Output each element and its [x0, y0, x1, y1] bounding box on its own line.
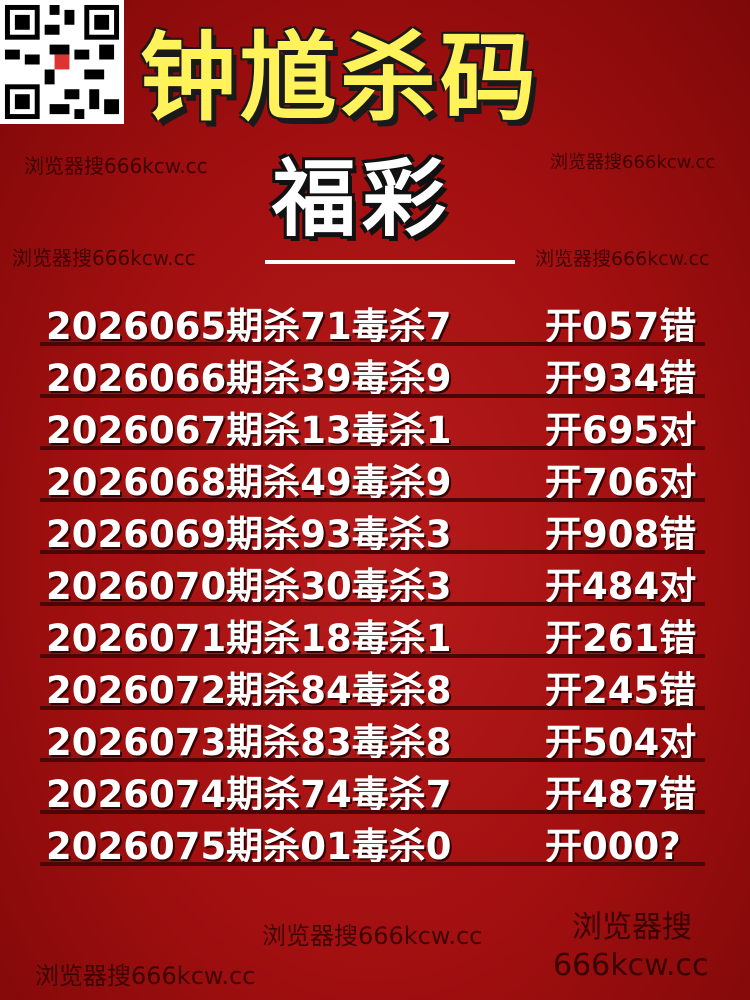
row-divider [40, 758, 705, 762]
watermark: 浏览器搜666kcw.cc [535, 248, 710, 270]
row-divider [40, 862, 705, 866]
row: 2026069期杀93毒杀3 开908错 [40, 504, 705, 556]
row-issue: 2026071期杀18毒杀1 [46, 617, 452, 660]
row: 2026065期杀71毒杀7 开057错 [40, 296, 705, 348]
watermark: 浏览器搜666kcw.cc [24, 154, 208, 178]
row: 2026067期杀13毒杀1 开695对 [40, 400, 705, 452]
row: 2026071期杀18毒杀1 开261错 [40, 608, 705, 660]
row: 2026074期杀74毒杀7 开487错 [40, 764, 705, 816]
row-result: 开706对 [545, 461, 697, 504]
row: 2026066期杀39毒杀9 开934错 [40, 348, 705, 400]
watermark: 浏览器搜666kcw.cc [12, 246, 196, 270]
subtitle: 福彩 [272, 150, 453, 248]
row-issue: 2026066期杀39毒杀9 [46, 357, 452, 400]
watermark: 浏览器搜666kcw.cc [262, 922, 483, 950]
row-divider [40, 342, 705, 346]
row-result: 开484对 [545, 565, 697, 608]
row-issue: 2026067期杀13毒杀1 [46, 409, 452, 452]
row-result: 开934错 [545, 357, 697, 400]
row: 2026068期杀49毒杀9 开706对 [40, 452, 705, 504]
row-result: 开504对 [545, 721, 697, 764]
row-result: 开261错 [545, 617, 697, 660]
watermark: 浏览器搜666kcw.cc [550, 152, 716, 173]
row-divider [40, 654, 705, 658]
row-divider [40, 550, 705, 554]
row: 2026073期杀83毒杀8 开504对 [40, 712, 705, 764]
row: 2026075期杀01毒杀0 开000? [40, 816, 705, 868]
row-divider [40, 602, 705, 606]
row-issue: 2026069期杀93毒杀3 [46, 513, 452, 556]
watermark: 666kcw.cc [553, 948, 709, 983]
row-issue: 2026072期杀84毒杀8 [46, 669, 452, 712]
row-result: 开057错 [545, 305, 697, 348]
row-issue: 2026075期杀01毒杀0 [46, 825, 452, 868]
row-divider [40, 810, 705, 814]
row-result: 开695对 [545, 409, 697, 452]
row-result: 开908错 [545, 513, 697, 556]
row-issue: 2026065期杀71毒杀7 [46, 305, 452, 348]
row: 2026070期杀30毒杀3 开484对 [40, 556, 705, 608]
row: 2026072期杀84毒杀8 开245错 [40, 660, 705, 712]
row-issue: 2026068期杀49毒杀9 [46, 461, 452, 504]
underline [265, 260, 515, 264]
row-divider [40, 706, 705, 710]
qr-code [0, 0, 124, 124]
row-result: 开487错 [545, 773, 697, 816]
row-result: 开000? [545, 825, 681, 868]
row-issue: 2026070期杀30毒杀3 [46, 565, 452, 608]
row-divider [40, 446, 705, 450]
row-divider [40, 498, 705, 502]
watermark: 浏览器搜 [572, 910, 692, 945]
row-issue: 2026074期杀74毒杀7 [46, 773, 452, 816]
row-divider [40, 394, 705, 398]
row-issue: 2026073期杀83毒杀8 [46, 721, 452, 764]
title: 钟馗杀码 [140, 22, 540, 134]
row-result: 开245错 [545, 669, 697, 712]
watermark: 浏览器搜666kcw.cc [35, 962, 256, 990]
